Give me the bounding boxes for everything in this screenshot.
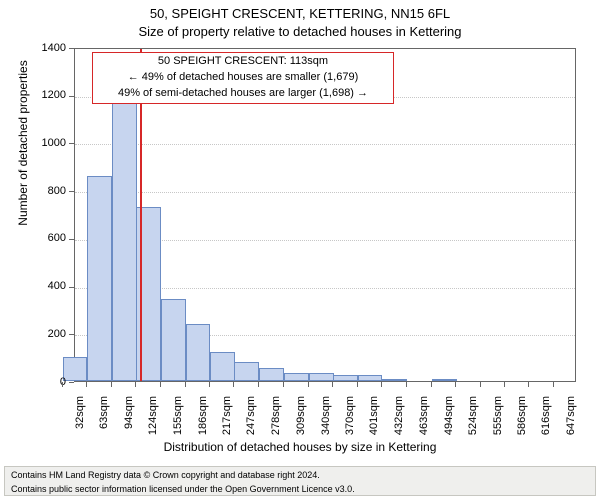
y-tick-label: 200 (26, 328, 66, 340)
histogram-bar (210, 352, 235, 381)
x-tick-label: 247sqm (245, 396, 257, 456)
x-tick-label: 463sqm (418, 396, 430, 456)
x-tick-label: 586sqm (516, 396, 528, 456)
x-tick-label: 278sqm (270, 396, 282, 456)
histogram-bar (333, 375, 358, 381)
chart-title-line2: Size of property relative to detached ho… (0, 24, 600, 39)
x-tick-mark (209, 382, 210, 387)
footer-attribution: Contains HM Land Registry data © Crown c… (4, 466, 596, 496)
x-tick-label: 524sqm (467, 396, 479, 456)
footer-line2: Contains public sector information licen… (11, 483, 589, 497)
histogram-bar (382, 379, 407, 381)
x-tick-label: 124sqm (147, 396, 159, 456)
x-tick-mark (431, 382, 432, 387)
x-tick-label: 63sqm (98, 396, 110, 456)
chart-title-line1: 50, SPEIGHT CRESCENT, KETTERING, NN15 6F… (0, 6, 600, 21)
x-tick-label: 94sqm (123, 396, 135, 456)
annotation-line3: 49% of semi-detached houses are larger (… (99, 86, 387, 102)
y-tick-label: 800 (26, 185, 66, 197)
x-tick-label: 616sqm (540, 396, 552, 456)
annotation-line2: ← 49% of detached houses are smaller (1,… (99, 70, 387, 86)
y-tick-label: 1400 (26, 42, 66, 54)
x-tick-label: 309sqm (295, 396, 307, 456)
gridline-h (75, 192, 575, 193)
footer-line1: Contains HM Land Registry data © Crown c… (11, 469, 589, 483)
x-tick-label: 432sqm (393, 396, 405, 456)
x-tick-label: 555sqm (492, 396, 504, 456)
histogram-bar (87, 176, 112, 381)
x-tick-mark (86, 382, 87, 387)
y-tick-mark (69, 239, 74, 240)
x-tick-mark (406, 382, 407, 387)
x-tick-label: 494sqm (443, 396, 455, 456)
x-tick-mark (504, 382, 505, 387)
x-tick-label: 340sqm (320, 396, 332, 456)
histogram-bar (234, 362, 259, 381)
x-tick-mark (258, 382, 259, 387)
histogram-bar (432, 379, 457, 381)
x-tick-label: 647sqm (565, 396, 577, 456)
histogram-bar (358, 375, 383, 381)
x-tick-label: 370sqm (344, 396, 356, 456)
x-tick-mark (553, 382, 554, 387)
y-tick-label: 1000 (26, 137, 66, 149)
histogram-bar (309, 373, 334, 381)
x-tick-mark (135, 382, 136, 387)
histogram-bar (112, 98, 137, 381)
histogram-bar (186, 324, 211, 381)
x-tick-label: 401sqm (368, 396, 380, 456)
y-tick-mark (69, 48, 74, 49)
histogram-bar (63, 357, 88, 381)
x-tick-label: 155sqm (172, 396, 184, 456)
x-tick-label: 32sqm (74, 396, 86, 456)
x-tick-mark (480, 382, 481, 387)
x-tick-mark (233, 382, 234, 387)
x-tick-label: 217sqm (221, 396, 233, 456)
x-tick-mark (357, 382, 358, 387)
x-tick-mark (160, 382, 161, 387)
annotation-line1: 50 SPEIGHT CRESCENT: 113sqm (99, 54, 387, 70)
x-tick-mark (62, 382, 63, 387)
y-tick-mark (69, 143, 74, 144)
gridline-h (75, 144, 575, 145)
y-tick-mark (69, 287, 74, 288)
histogram-bar (161, 299, 186, 381)
y-tick-label: 400 (26, 280, 66, 292)
y-tick-label: 1200 (26, 89, 66, 101)
x-tick-mark (455, 382, 456, 387)
y-tick-mark (69, 191, 74, 192)
annotation-box: 50 SPEIGHT CRESCENT: 113sqm← 49% of deta… (92, 52, 394, 104)
x-tick-mark (381, 382, 382, 387)
x-tick-mark (185, 382, 186, 387)
histogram-bar (284, 373, 309, 381)
y-tick-mark (69, 334, 74, 335)
y-tick-label: 600 (26, 232, 66, 244)
x-tick-mark (308, 382, 309, 387)
x-tick-mark (111, 382, 112, 387)
chart-container: { "chart": { "type": "histogram", "title… (0, 0, 600, 500)
x-tick-mark (528, 382, 529, 387)
y-tick-label: 0 (26, 376, 66, 388)
x-tick-label: 186sqm (197, 396, 209, 456)
y-tick-mark (69, 96, 74, 97)
histogram-bar (259, 368, 284, 381)
x-tick-mark (332, 382, 333, 387)
y-tick-mark (69, 382, 74, 383)
x-tick-mark (283, 382, 284, 387)
